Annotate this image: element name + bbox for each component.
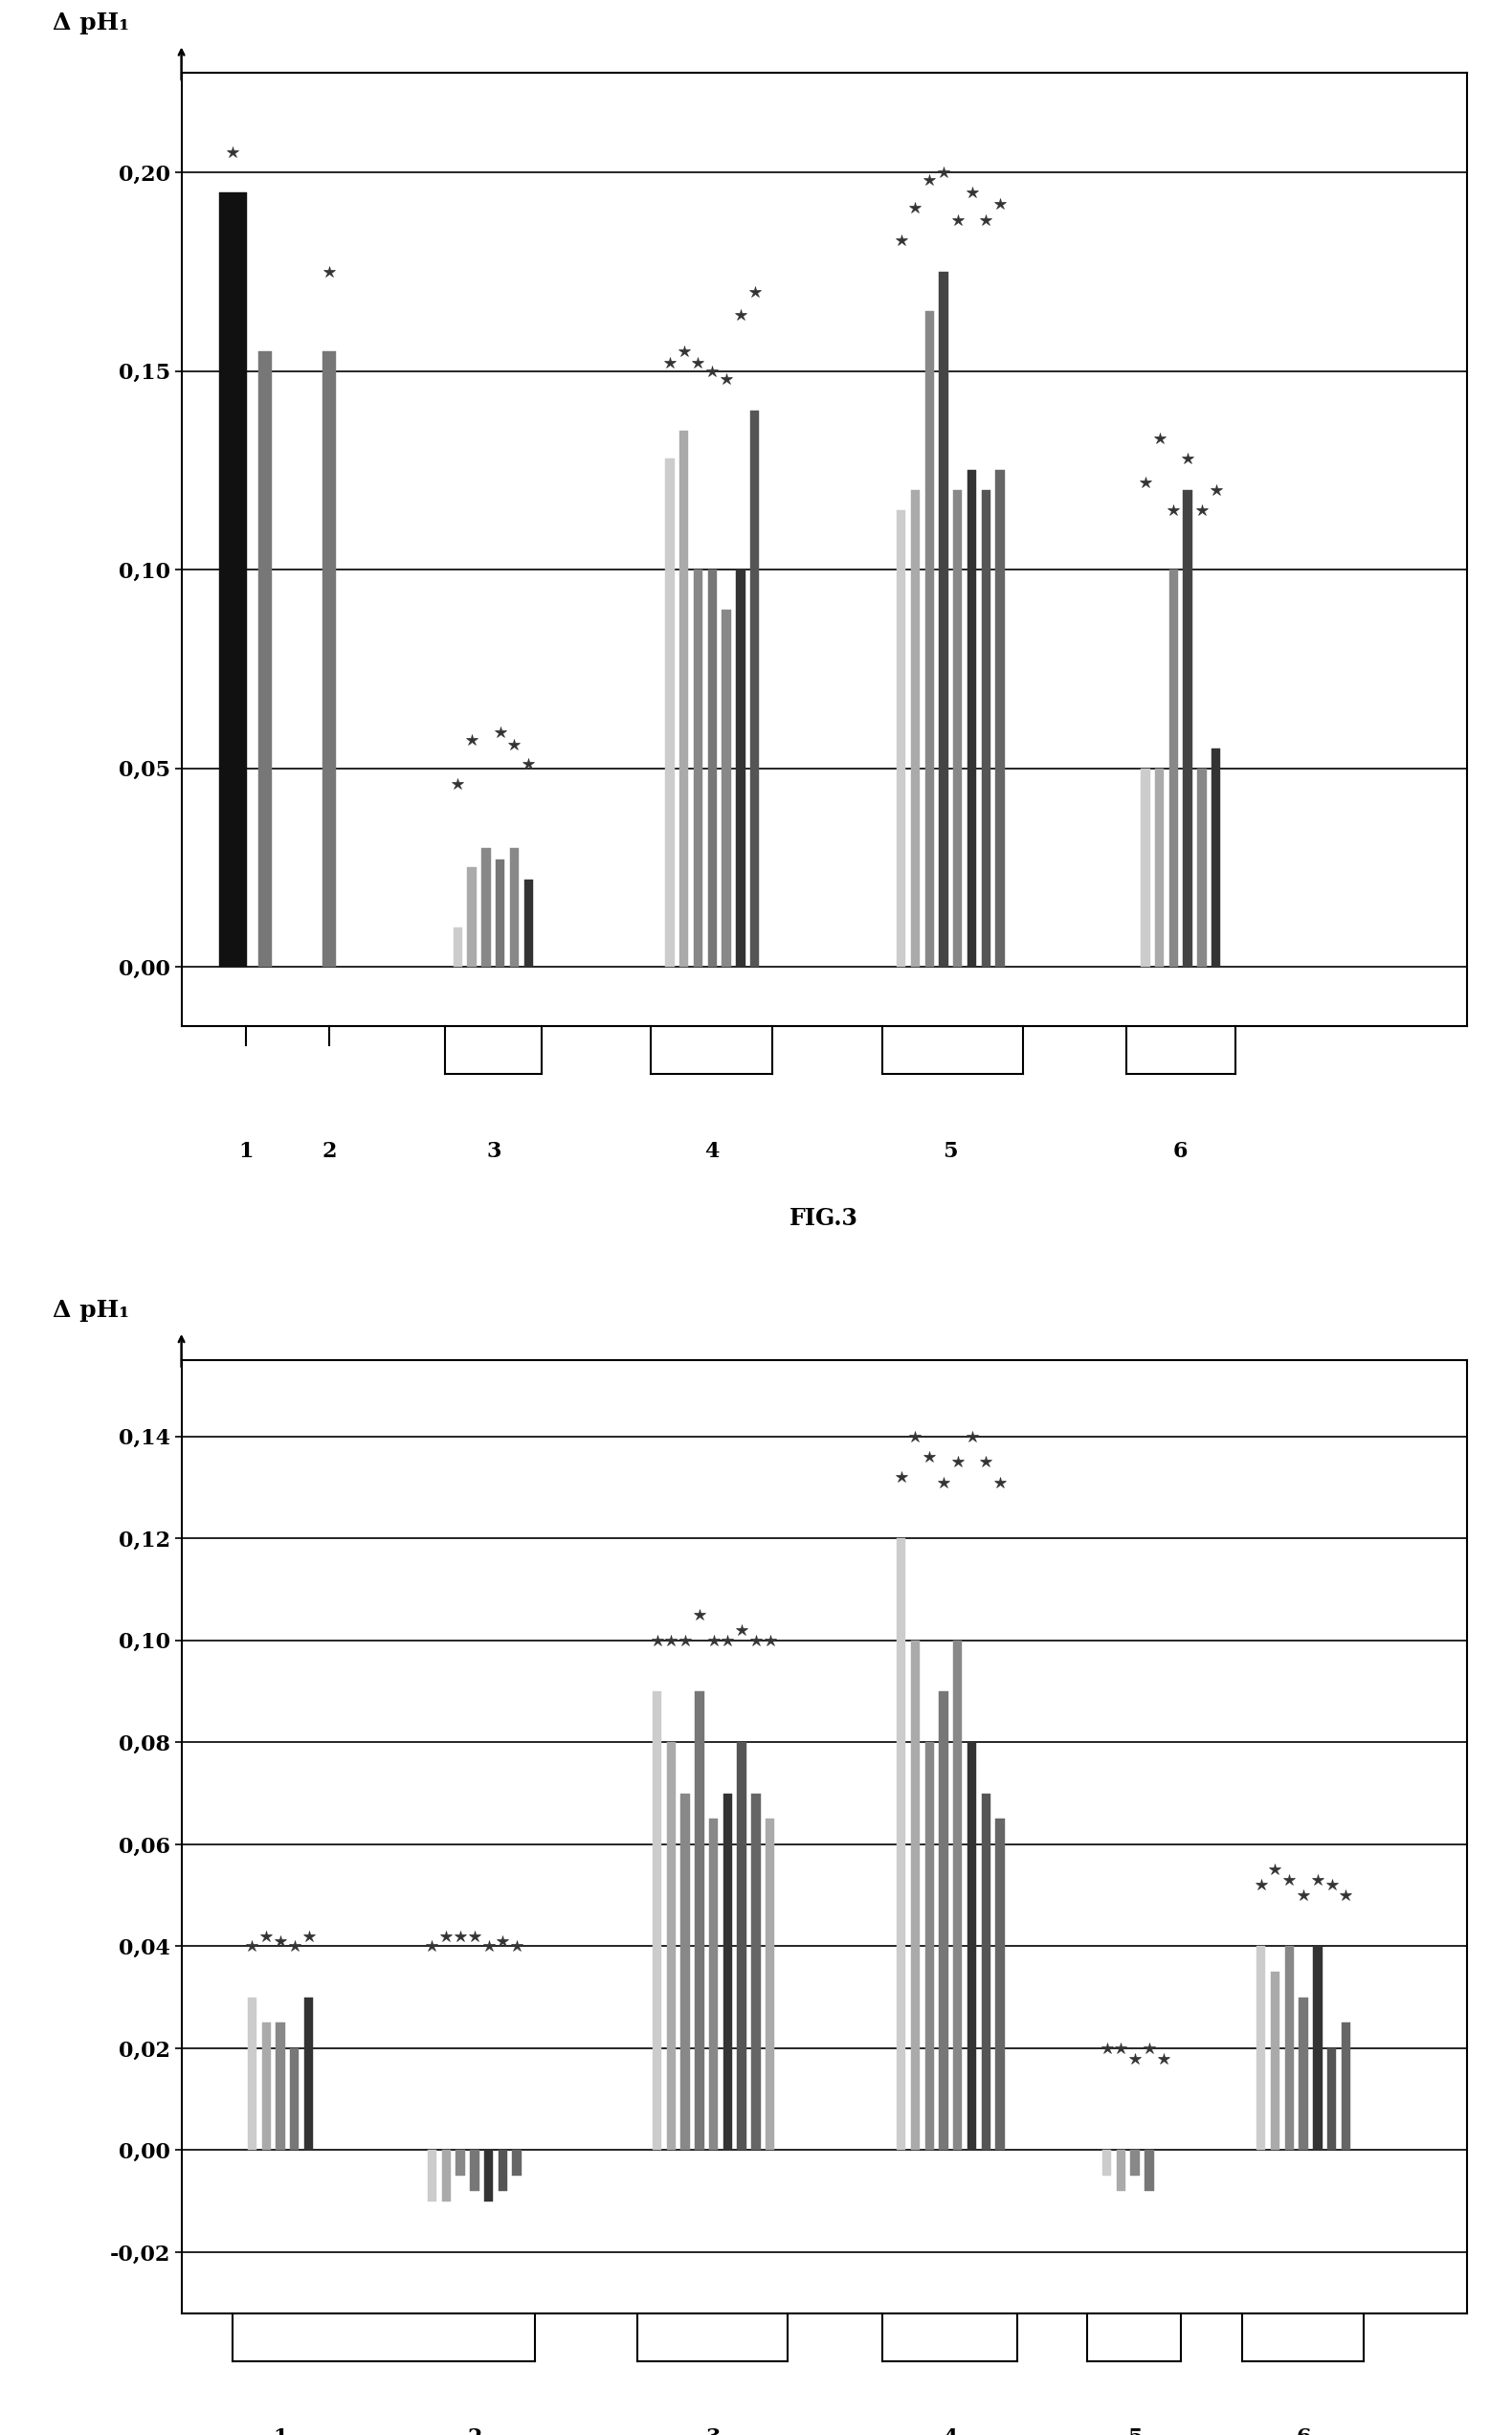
Bar (304, 1997, 313, 2150)
Bar (709, 1819, 718, 2150)
Bar (738, 1743, 747, 2150)
Bar (442, 2150, 451, 2201)
Bar (1198, 767, 1207, 967)
Bar (513, 2150, 522, 2174)
Text: 6: 6 (1173, 1140, 1187, 1161)
Bar (736, 570, 745, 967)
Bar (1145, 2150, 1154, 2192)
Bar (455, 2150, 464, 2174)
Text: 1: 1 (274, 2428, 287, 2435)
Text: FIG.3: FIG.3 (789, 1208, 859, 1230)
Bar (953, 1641, 962, 2150)
Bar (939, 1692, 948, 2150)
Bar (1102, 2150, 1111, 2174)
Bar (995, 470, 1004, 967)
Bar (496, 860, 505, 967)
Bar (953, 489, 962, 967)
Bar (499, 2150, 507, 2192)
Bar (1116, 2150, 1125, 2192)
Bar (470, 2150, 479, 2192)
Bar (910, 489, 919, 967)
Bar (1299, 1997, 1308, 2150)
Bar (667, 1743, 676, 2150)
Bar (1285, 1946, 1294, 2150)
Bar (679, 431, 688, 967)
Bar (981, 489, 990, 967)
Bar (248, 1997, 257, 2150)
Bar (995, 1819, 1004, 2150)
Bar (665, 458, 674, 967)
Bar (1155, 767, 1164, 967)
Text: 2: 2 (322, 1140, 337, 1161)
Text: Δ pH₁: Δ pH₁ (53, 1298, 130, 1322)
Text: 4: 4 (942, 2428, 957, 2435)
Text: Δ pH₁: Δ pH₁ (53, 12, 130, 34)
Bar (1341, 2023, 1350, 2150)
Bar (897, 509, 906, 967)
Bar (219, 192, 246, 967)
Bar (721, 609, 730, 967)
Bar (1169, 570, 1178, 967)
Bar (696, 1692, 705, 2150)
Text: 1: 1 (239, 1140, 253, 1161)
Bar (897, 1539, 906, 2150)
Bar (259, 351, 272, 967)
Bar (1142, 767, 1149, 967)
Bar (525, 879, 532, 967)
Bar (723, 1792, 732, 2150)
Bar (275, 2023, 284, 2150)
Bar (981, 1792, 990, 2150)
Bar (694, 570, 703, 967)
Text: 5: 5 (942, 1140, 957, 1161)
Bar (1328, 2048, 1337, 2150)
Bar (925, 1743, 934, 2150)
Bar (1211, 748, 1220, 967)
Bar (481, 847, 490, 967)
Bar (765, 1819, 774, 2150)
Bar (1131, 2150, 1140, 2174)
Bar (680, 1792, 689, 2150)
Bar (467, 867, 476, 967)
Bar (750, 412, 759, 967)
Bar (751, 1792, 761, 2150)
Bar (925, 312, 934, 967)
Bar (708, 570, 717, 967)
Bar (324, 351, 336, 967)
Text: 4: 4 (705, 1140, 720, 1161)
Text: 5: 5 (1128, 2428, 1143, 2435)
Text: 3: 3 (706, 2428, 721, 2435)
Bar (910, 1641, 919, 2150)
Bar (968, 1743, 977, 2150)
Bar (1256, 1946, 1266, 2150)
Text: 6: 6 (1296, 2428, 1311, 2435)
Bar (939, 273, 948, 967)
Bar (1184, 489, 1193, 967)
Bar (290, 2048, 299, 2150)
Bar (484, 2150, 493, 2201)
Bar (428, 2150, 437, 2201)
Bar (968, 470, 977, 967)
Text: 3: 3 (487, 1140, 500, 1161)
Bar (510, 847, 519, 967)
Bar (262, 2023, 271, 2150)
Bar (1270, 1972, 1279, 2150)
Text: 2: 2 (467, 2428, 482, 2435)
Bar (454, 928, 463, 967)
Bar (1312, 1946, 1321, 2150)
Bar (653, 1692, 661, 2150)
